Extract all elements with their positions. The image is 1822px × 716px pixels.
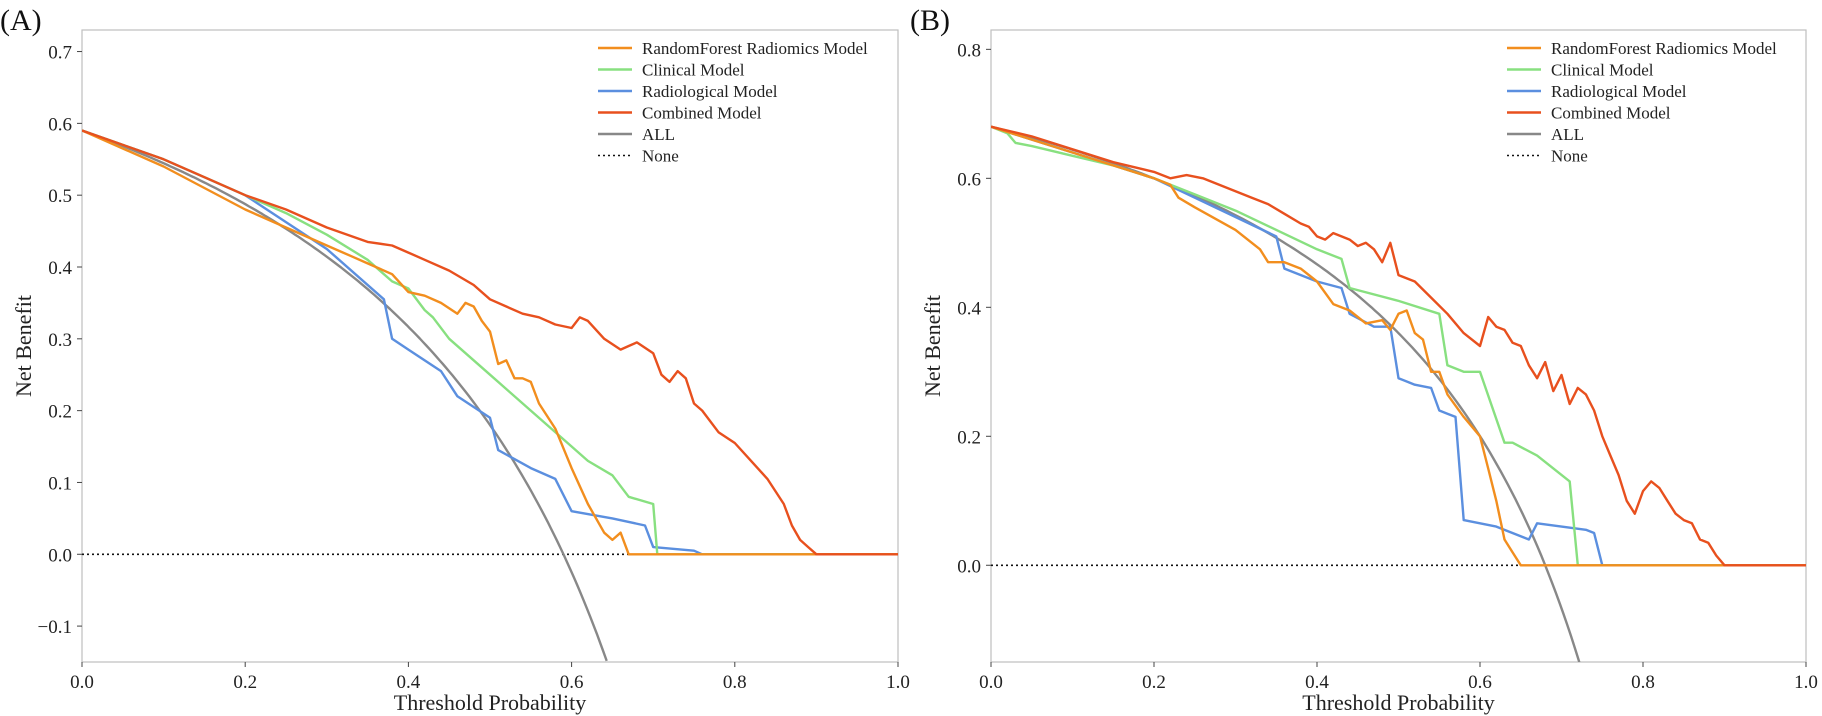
- y-tick-label: 0.3: [48, 330, 72, 351]
- x-tick-label: 1.0: [886, 672, 910, 693]
- series-line-randomforest-radiomics-model: [82, 129, 898, 556]
- x-axis-label: Threshold Probability: [394, 690, 586, 715]
- series-line-combined-model: [82, 129, 898, 556]
- y-tick-label: 0.5: [48, 186, 72, 207]
- y-tick-label: 0.6: [48, 114, 72, 135]
- series-line-all: [991, 125, 1581, 662]
- y-tick-label: 0.2: [957, 427, 981, 448]
- x-tick-label: 0.6: [1468, 672, 1492, 693]
- panel-a: (A) 0.0 0.2 0.4 0.6 0.8 1.0 −0.1 0.0 0.1 0.2 0.3 0.4…: [0, 4, 910, 715]
- panel-b: (B) 0.0 0.2 0.4 0.6 0.8 1.0 0.0 0.2 0.4 0.6 0.8 Thre…: [910, 4, 1818, 715]
- x-axis-label: Threshold Probability: [1302, 690, 1494, 715]
- legend-label: None: [1551, 147, 1588, 166]
- x-tick-label: 0.2: [1142, 672, 1166, 693]
- x-tick-label: 0.0: [979, 672, 1003, 693]
- y-tick-label: 0.0: [48, 545, 72, 566]
- legend-label: ALL: [642, 125, 675, 144]
- series-line-radiological-model: [991, 125, 1806, 567]
- series-line-radiological-model: [82, 129, 898, 556]
- panel-label: (A): [0, 4, 42, 37]
- y-axis-label: Net Benefit: [11, 295, 36, 397]
- legend-label: None: [642, 147, 679, 166]
- panel-label: (B): [910, 4, 950, 37]
- x-tick-label: 0.4: [397, 672, 421, 693]
- x-tick-label: 0.2: [233, 672, 257, 693]
- plot-frame: [81, 29, 899, 663]
- y-tick-label: 0.6: [957, 169, 981, 190]
- legend: RandomForest Radiomics Model Clinical Mod…: [598, 39, 868, 166]
- series-line-randomforest-radiomics-model: [991, 125, 1806, 567]
- y-tick-label: 0.1: [48, 473, 72, 494]
- legend-label: ALL: [1551, 125, 1584, 144]
- plot-area: [82, 129, 898, 662]
- x-tick-label: 0.4: [1305, 672, 1329, 693]
- x-tick-label: 1.0: [1794, 672, 1818, 693]
- plot-frame: [990, 29, 1807, 663]
- y-tick-label: 0.8: [957, 40, 981, 61]
- y-tick-label: −0.1: [38, 617, 72, 638]
- x-tick-label: 0.8: [723, 672, 747, 693]
- y-tick-label: 0.4: [48, 258, 72, 279]
- y-tick-label: 0.7: [48, 43, 72, 64]
- legend-label: Clinical Model: [642, 61, 745, 80]
- y-tick-label: 0.4: [957, 298, 981, 319]
- legend-label: RandomForest Radiomics Model: [1551, 39, 1777, 58]
- x-tick-label: 0.8: [1631, 672, 1655, 693]
- legend-label: Combined Model: [1551, 104, 1671, 123]
- series-line-all: [82, 129, 608, 662]
- legend-label: Clinical Model: [1551, 61, 1654, 80]
- x-tick-label: 0.6: [560, 672, 584, 693]
- y-tick-label: 0.2: [48, 402, 72, 423]
- series-line-combined-model: [991, 125, 1806, 567]
- y-tick-label: 0.0: [957, 556, 981, 577]
- series-line-clinical-model: [991, 125, 1806, 567]
- x-tick-label: 0.0: [70, 672, 94, 693]
- plot-area: [991, 125, 1806, 662]
- legend-label: Combined Model: [642, 104, 762, 123]
- legend: RandomForest Radiomics Model Clinical Mod…: [1507, 39, 1777, 166]
- legend-label: Radiological Model: [642, 82, 778, 101]
- y-axis-label: Net Benefit: [920, 295, 945, 397]
- legend-label: Radiological Model: [1551, 82, 1687, 101]
- legend-label: RandomForest Radiomics Model: [642, 39, 868, 58]
